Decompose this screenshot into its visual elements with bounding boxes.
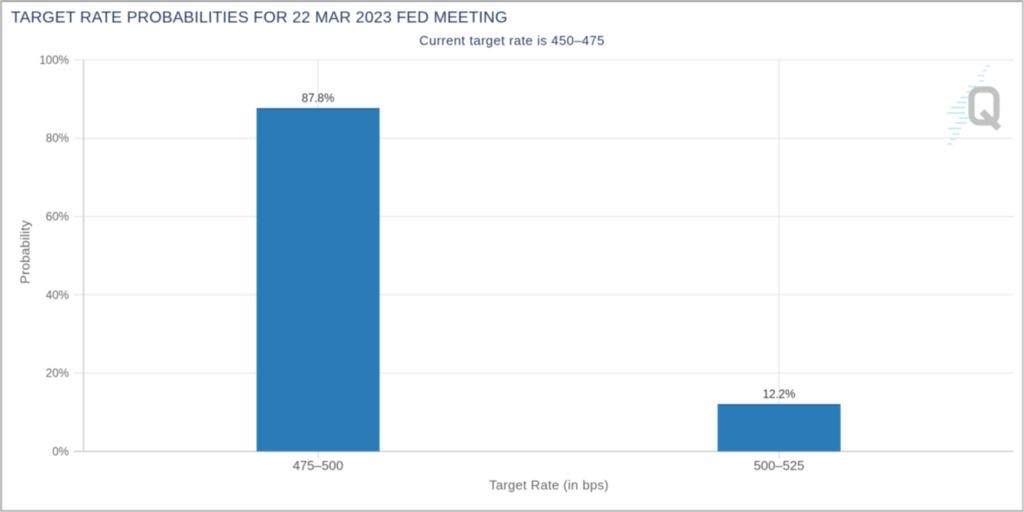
svg-text:Probability: Probability [18, 220, 33, 284]
svg-text:475–500: 475–500 [293, 458, 344, 473]
svg-text:0%: 0% [52, 445, 69, 458]
svg-text:TARGET RATE PROBABILITIES FOR: TARGET RATE PROBABILITIES FOR 22 MAR 202… [11, 10, 508, 27]
svg-text:20%: 20% [46, 367, 69, 380]
svg-text:Target Rate (in bps): Target Rate (in bps) [489, 478, 609, 493]
svg-text:87.8%: 87.8% [302, 93, 335, 105]
svg-text:40%: 40% [46, 289, 69, 302]
svg-text:60%: 60% [46, 211, 69, 224]
svg-text:500–525: 500–525 [754, 458, 805, 473]
svg-text:100%: 100% [39, 54, 69, 67]
svg-text:Current target rate is 450–475: Current target rate is 450–475 [419, 33, 604, 48]
svg-text:80%: 80% [46, 132, 69, 145]
svg-text:12.2%: 12.2% [763, 389, 796, 401]
